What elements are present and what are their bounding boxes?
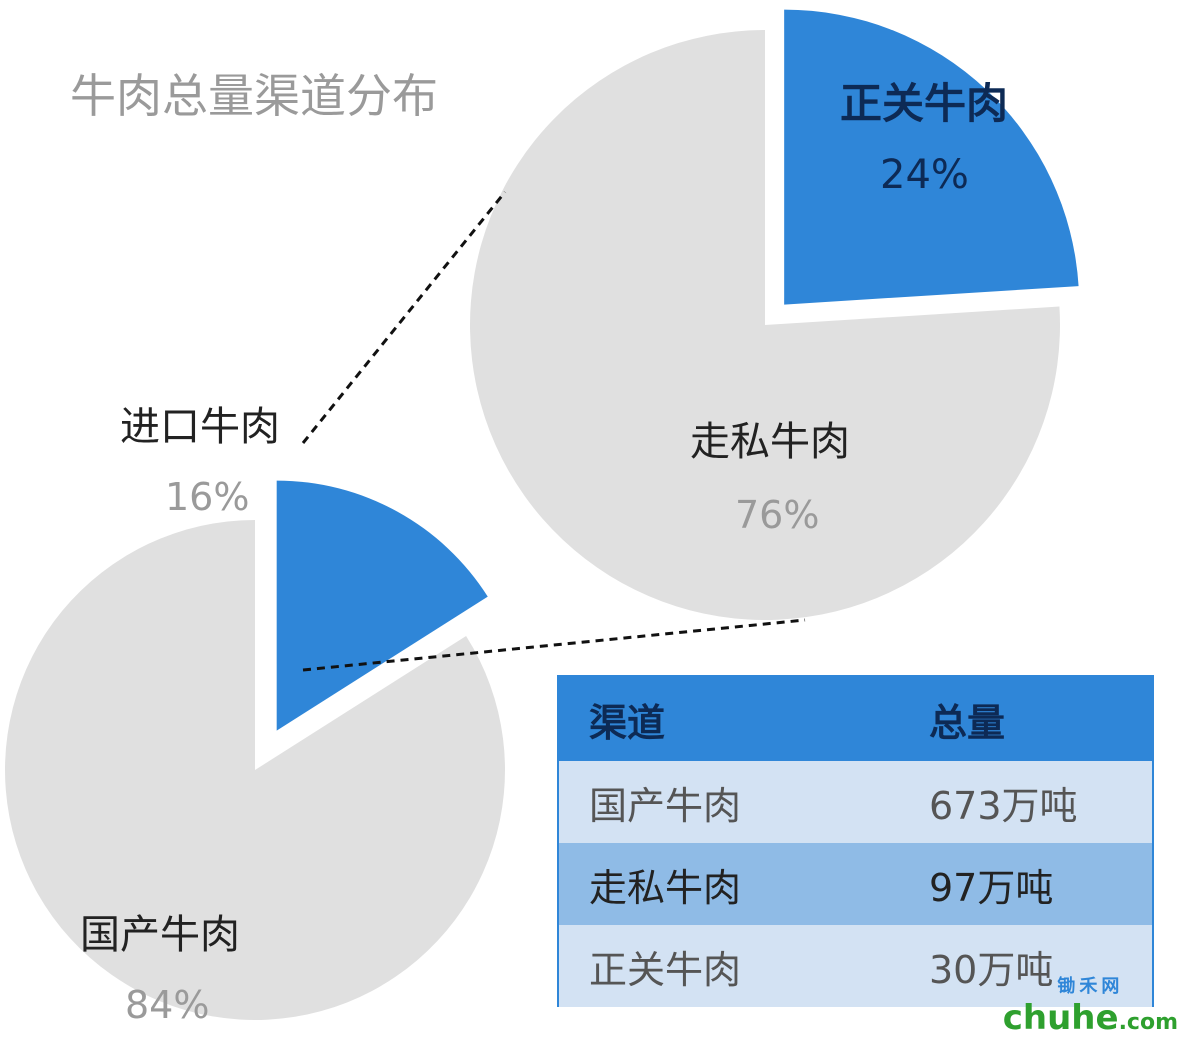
label-imported-name: 进口牛肉 <box>120 404 280 450</box>
watermark-main-text: chuhe <box>1002 998 1119 1038</box>
table-row: 正关牛肉 30万吨 <box>559 925 1152 1007</box>
pie-slice-official <box>784 9 1079 305</box>
watermark-logo: 锄禾网 chuhe.com <box>1003 972 1178 1038</box>
pie-slice-domestic <box>5 520 506 1020</box>
table-cell-total: 97万吨 <box>929 865 1054 910</box>
watermark-suffix-text: .com <box>1118 1010 1178 1035</box>
watermark-top-text: 锄禾网 <box>1057 976 1124 997</box>
table-header-total: 总量 <box>929 700 1006 745</box>
label-official-pct: 24% <box>880 152 969 198</box>
table-row: 走私牛肉 97万吨 <box>559 843 1152 925</box>
label-imported-pct: 16% <box>165 475 249 519</box>
table-cell-total: 673万吨 <box>929 783 1078 828</box>
label-official-name: 正关牛肉 <box>840 79 1008 128</box>
pie-slice-imported <box>276 480 488 731</box>
pie-slice-smuggled <box>469 30 1060 620</box>
table-cell-channel: 国产牛肉 <box>589 783 742 828</box>
main-pie <box>5 480 506 1020</box>
table-header-channel: 渠道 <box>589 700 666 745</box>
label-domestic-pct: 84% <box>125 983 209 1027</box>
label-smuggled-name: 走私牛肉 <box>690 419 850 465</box>
label-smuggled-pct: 76% <box>735 493 819 537</box>
label-domestic-name: 国产牛肉 <box>80 912 240 958</box>
connector-line-top <box>301 191 507 444</box>
connector-line-bottom <box>302 618 806 672</box>
detail-pie <box>469 9 1079 620</box>
table-row: 国产牛肉 673万吨 <box>559 761 1152 843</box>
summary-table: 渠道 总量 国产牛肉 673万吨 走私牛肉 97万吨 正关牛肉 30万吨 <box>557 675 1154 1007</box>
table-header-row: 渠道 总量 <box>559 677 1152 761</box>
chart-title: 牛肉总量渠道分布 <box>70 69 438 123</box>
table-cell-channel: 走私牛肉 <box>589 865 742 910</box>
table-cell-channel: 正关牛肉 <box>589 947 742 992</box>
table-cell-total: 30万吨 <box>929 947 1054 992</box>
